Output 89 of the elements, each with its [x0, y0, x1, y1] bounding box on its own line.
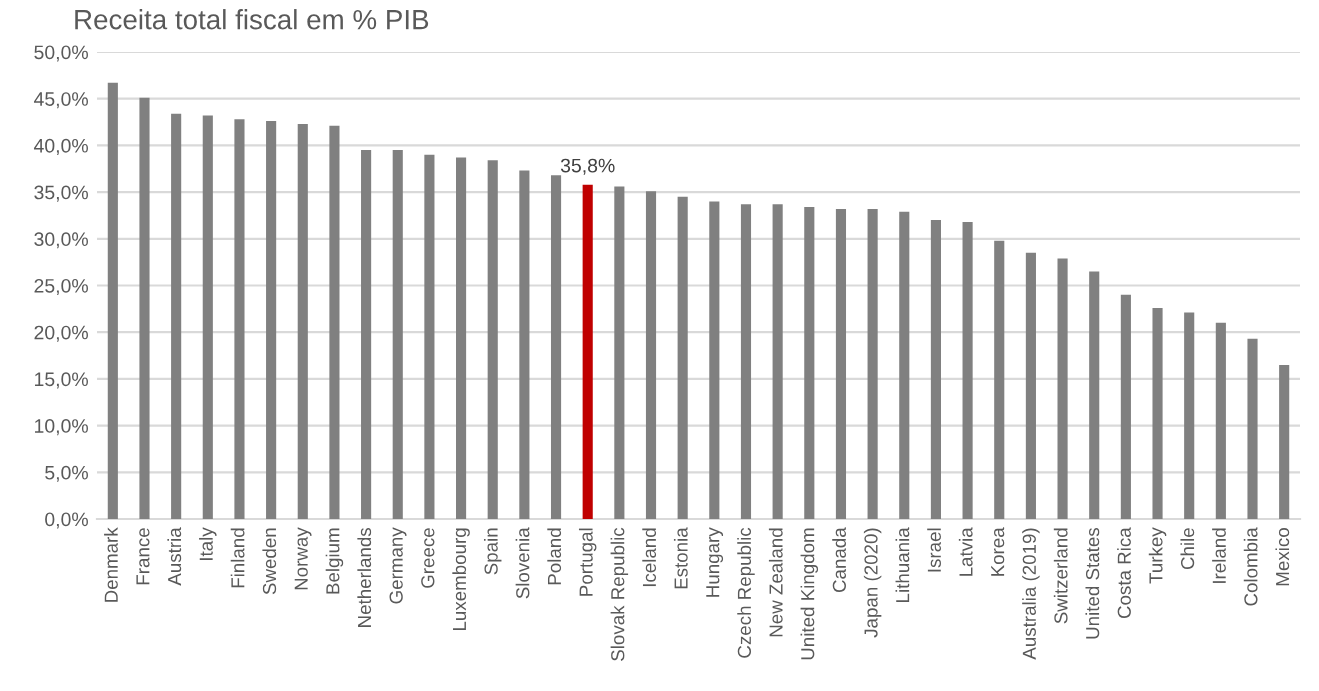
- x-tick-label: Slovenia: [515, 527, 530, 599]
- y-tick-label: 10,0%: [35, 419, 88, 436]
- x-tick-label: Portugal: [578, 528, 597, 596]
- y-tick-label: 30,0%: [34, 232, 88, 249]
- bar: [550, 175, 562, 519]
- x-tick-label: Italy: [199, 527, 217, 560]
- x-tick-label: New Zealand: [768, 528, 783, 637]
- x-tick-label: Estonia: [673, 527, 688, 589]
- bar: [740, 204, 752, 519]
- bar: [456, 157, 467, 519]
- y-tick-label: 5,0%: [45, 465, 88, 482]
- y-tick-label: 15,0%: [35, 372, 88, 389]
- bar: [487, 160, 498, 519]
- bar: [1057, 258, 1068, 519]
- x-tick-label: Switzerland: [1053, 528, 1068, 624]
- y-tick-label: 0,0%: [45, 512, 88, 529]
- bar: [361, 150, 372, 519]
- x-tick-label: Hungary: [706, 527, 724, 597]
- bar: [1025, 252, 1036, 519]
- bar: [930, 220, 941, 519]
- bar: [867, 208, 878, 519]
- y-tick-label: 40,0%: [33, 138, 88, 155]
- bar: [266, 121, 277, 519]
- bar: [1247, 338, 1258, 519]
- x-tick-label: United States: [1085, 528, 1100, 639]
- y-tick-label: 45,0%: [33, 92, 88, 109]
- bar: [835, 208, 847, 519]
- bar: [677, 196, 688, 519]
- bar: [962, 221, 973, 519]
- x-tick-label: Japan (2020): [863, 528, 882, 638]
- bar: [804, 207, 815, 519]
- bar: [772, 204, 783, 519]
- x-tick-label: Australia (2019): [1022, 528, 1040, 660]
- x-tick-label: Luxembourg: [452, 528, 470, 631]
- bar: [297, 123, 308, 519]
- bar: [139, 97, 150, 519]
- bar: [614, 186, 625, 519]
- x-tick-label: Canada: [832, 527, 846, 593]
- x-tick-label: Germany: [389, 527, 407, 604]
- bar: [1184, 312, 1195, 519]
- x-tick-label: Colombia: [1243, 527, 1258, 606]
- bar: [234, 119, 245, 519]
- bar: [424, 154, 435, 519]
- bar: [329, 125, 340, 519]
- x-tick-label: Belgium: [325, 528, 344, 594]
- bar: [1152, 307, 1163, 519]
- x-tick-label: Mexico: [1275, 528, 1290, 586]
- x-tick-label: Finland: [230, 528, 245, 588]
- bar: [709, 201, 720, 519]
- x-tick-label: France: [136, 528, 150, 585]
- bar: [1089, 271, 1100, 519]
- bar: [582, 184, 593, 519]
- y-tick-label: 35,0%: [34, 185, 88, 202]
- x-tick-label: Spain: [483, 528, 502, 575]
- x-tick-label: Chile: [1180, 528, 1195, 570]
- bar: [171, 113, 182, 519]
- y-tick-label: 25,0%: [34, 278, 88, 296]
- x-tick-label: Austria: [167, 527, 182, 586]
- x-tick-label: Ireland: [1212, 528, 1226, 583]
- bar: [899, 211, 910, 519]
- data-label: 35,8%: [560, 158, 615, 175]
- x-tick-label: Turkey: [1148, 527, 1167, 584]
- bar: [645, 191, 657, 519]
- x-tick-label: Iceland: [642, 528, 657, 587]
- chart-title: Receita total fiscal em % PIB: [75, 9, 429, 30]
- x-tick-label: Israel: [927, 528, 941, 572]
- y-tick-label: 50,0%: [34, 45, 88, 62]
- x-tick-label: Norway: [294, 527, 312, 590]
- x-tick-label: Korea: [991, 527, 1005, 576]
- bar: [1215, 322, 1226, 519]
- x-tick-label: United Kingdom: [800, 528, 819, 660]
- x-tick-label: Greece: [421, 528, 435, 588]
- x-tick-label: Denmark: [104, 527, 118, 602]
- bar: [107, 82, 118, 519]
- x-tick-label: Sweden: [262, 528, 277, 595]
- x-tick-label: Poland: [547, 528, 562, 585]
- bar: [519, 170, 530, 519]
- bar: [392, 150, 403, 519]
- y-tick-label: 20,0%: [34, 325, 88, 342]
- bar: [1279, 364, 1290, 519]
- x-tick-label: Costa Rica: [1117, 527, 1131, 619]
- bar: [994, 240, 1005, 519]
- x-tick-label: Netherlands: [357, 528, 372, 627]
- bar: [202, 115, 213, 519]
- x-tick-label: Slovak Republic: [610, 527, 629, 661]
- bar: [1120, 294, 1131, 519]
- x-tick-label: Latvia: [958, 527, 973, 576]
- x-tick-label: Lithuania: [895, 527, 910, 602]
- x-tick-label: Czech Republic: [737, 527, 755, 658]
